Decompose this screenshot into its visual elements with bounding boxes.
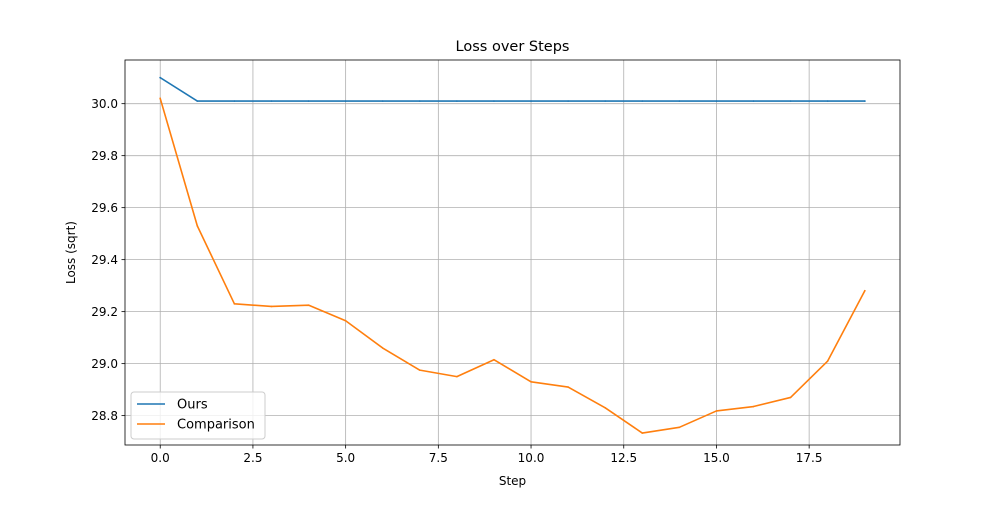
- data-point: [863, 290, 866, 292]
- y-tick-label: 29.6: [91, 201, 118, 215]
- data-point: [381, 347, 384, 349]
- y-axis-label: Loss (sqrt): [64, 221, 78, 284]
- data-point: [678, 100, 681, 102]
- data-point: [418, 369, 421, 371]
- data-point: [567, 386, 569, 388]
- data-point: [752, 405, 755, 408]
- data-point: [233, 100, 236, 102]
- x-tick-label: 0.0: [151, 451, 170, 465]
- data-point: [752, 100, 755, 102]
- chart-title: Loss over Steps: [456, 39, 570, 55]
- data-point: [159, 97, 162, 100]
- data-point: [344, 100, 347, 102]
- x-tick-label: 17.5: [796, 451, 823, 465]
- y-tick-label: 29.2: [91, 305, 118, 319]
- data-point: [715, 410, 718, 412]
- data-point: [381, 100, 384, 102]
- legend-label-comparison: Comparison: [177, 418, 255, 433]
- data-point: [604, 100, 607, 102]
- y-tick-label: 29.4: [91, 253, 118, 267]
- series-line: [159, 76, 866, 102]
- data-point: [233, 303, 236, 305]
- data-point: [493, 100, 495, 102]
- data-point: [530, 100, 532, 102]
- data-point: [344, 319, 347, 322]
- data-point: [678, 426, 681, 429]
- data-point: [826, 360, 829, 362]
- data-point: [456, 100, 458, 102]
- data-point: [826, 100, 829, 102]
- data-point: [159, 76, 162, 79]
- series-ours: [159, 76, 866, 102]
- legend: Ours Comparison: [130, 391, 266, 440]
- data-point: [196, 225, 199, 227]
- series-line: [159, 97, 866, 434]
- y-axis-ticks: 28.8 29.0 29.2 29.4 29.6 29.8 30.0: [91, 97, 125, 423]
- data-point: [307, 100, 310, 102]
- plot-area-frame: [124, 59, 901, 446]
- data-point: [715, 100, 718, 102]
- x-tick-label: 12.5: [610, 451, 637, 465]
- x-tick-label: 10.0: [518, 451, 545, 465]
- x-axis-ticks: 0.0 2.5 5.0 7.5 10.0 12.5 15.0 17.5: [151, 445, 823, 465]
- data-point: [641, 100, 644, 102]
- y-tick-label: 29.0: [91, 357, 118, 371]
- data-point: [307, 304, 310, 306]
- data-point: [789, 396, 792, 399]
- y-tick-label: 28.8: [91, 409, 118, 423]
- y-tick-label: 30.0: [91, 97, 118, 111]
- series-lines: [159, 76, 866, 434]
- data-point: [604, 407, 607, 409]
- data-point: [418, 100, 421, 102]
- x-axis-label: Step: [499, 474, 526, 488]
- x-tick-label: 5.0: [336, 451, 355, 465]
- data-point: [456, 375, 458, 378]
- legend-label-ours: Ours: [177, 398, 208, 413]
- data-point: [493, 358, 495, 361]
- y-tick-label: 29.8: [91, 149, 118, 163]
- data-point: [641, 432, 644, 434]
- series-comparison: [159, 97, 866, 434]
- data-point: [196, 100, 199, 102]
- data-point: [270, 100, 273, 102]
- x-tick-label: 2.5: [243, 451, 262, 465]
- data-point: [530, 381, 532, 383]
- x-tick-label: 7.5: [429, 451, 448, 465]
- x-tick-label: 15.0: [703, 451, 730, 465]
- data-point: [270, 305, 273, 308]
- data-point: [789, 100, 792, 102]
- data-point: [567, 100, 569, 102]
- data-point: [863, 100, 866, 102]
